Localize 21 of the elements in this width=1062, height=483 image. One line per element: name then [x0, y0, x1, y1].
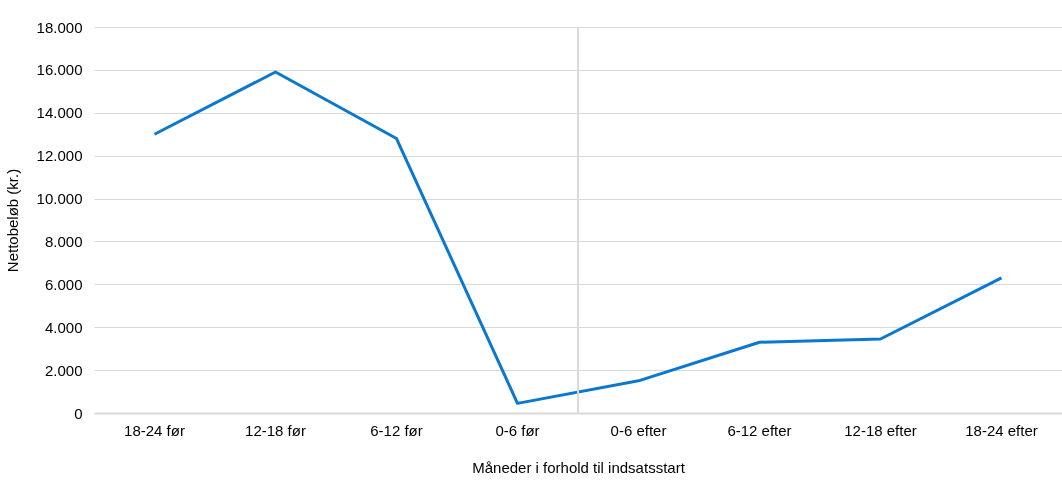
x-tick-label: 18-24 efter: [965, 421, 1038, 439]
x-tick-label: 18-24 før: [124, 421, 185, 439]
y-tick-label: 0: [74, 404, 83, 422]
x-tick-label: 12-18 efter: [844, 421, 917, 439]
y-tick-label: 2.000: [44, 361, 83, 379]
y-tick-label: 16.000: [36, 61, 83, 79]
x-tick-label: 0-6 før: [495, 421, 540, 439]
x-tick-label: 6-12 efter: [727, 421, 792, 439]
y-tick-label: 12.000: [36, 147, 83, 165]
line-series: [153, 70, 1003, 405]
y-tick-label: 6.000: [44, 275, 83, 293]
x-axis-title: Måneder i forhold til indsatsstart: [472, 458, 686, 476]
y-tick-label: 10.000: [36, 190, 83, 208]
y-tick-label: 18.000: [36, 18, 83, 36]
x-tick-label: 0-6 efter: [610, 421, 667, 439]
x-tick-label: 12-18 før: [245, 421, 306, 439]
y-tick-label: 8.000: [44, 232, 83, 250]
y-tick-label: 14.000: [36, 104, 83, 122]
x-tick-label: 6-12 før: [370, 421, 423, 439]
y-axis-title: Nettobeløb (kr.): [3, 168, 21, 273]
y-tick-label: 4.000: [44, 318, 83, 336]
